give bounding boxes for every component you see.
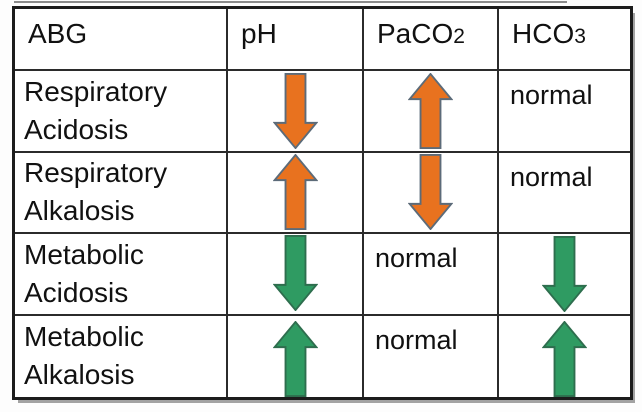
row-label-line1: Metabolic [24,321,144,353]
arrow-down-icon [408,154,453,231]
row-label-metabolic-alkalosis: Metabolic Alkalosis [15,315,228,397]
cell-metabolic-acidosis-hco3 [499,234,630,316]
header-hco3: HCO3 [499,9,630,71]
arrow-down-icon [272,72,318,149]
row-label-line1: Respiratory [24,157,168,189]
cell-metabolic-alkalosis-paco2: normal [364,315,499,397]
cell-metabolic-acidosis-paco2: normal [364,234,499,316]
header-abg: ABG [15,9,228,71]
image-crop-artifact-line [14,1,567,3]
cell-metabolic-acidosis-ph [228,234,364,316]
row-label-respiratory-alkalosis: Respiratory Alkalosis [15,152,228,234]
header-paco2-label: PaCO [377,18,454,49]
cell-metabolic-alkalosis-hco3 [499,316,630,397]
header-hco3-label: HCO [512,18,575,49]
arrow-up-icon [272,321,318,397]
header-ph-label: pH [241,18,277,49]
arrow-down-icon [542,235,587,312]
row-label-metabolic-acidosis: Metabolic Acidosis [15,234,228,316]
cell-respiratory-alkalosis-hco3: normal [499,153,630,234]
cell-respiratory-acidosis-paco2 [364,71,499,153]
row-label-line2: Alkalosis [24,359,135,391]
cell-metabolic-alkalosis-ph [228,315,364,397]
header-abg-label: ABG [28,18,88,49]
cell-respiratory-acidosis-ph [228,71,364,153]
header-paco2: PaCO2 [364,9,499,71]
arrow-up-icon [542,321,587,397]
normal-label: normal [510,161,593,192]
row-label-line2: Acidosis [24,113,129,145]
cell-respiratory-acidosis-hco3: normal [499,71,630,153]
normal-label: normal [375,243,458,273]
header-paco2-sub: 2 [453,25,465,48]
row-label-line1: Respiratory [24,75,168,107]
arrow-up-icon [408,72,453,149]
row-label-line2: Alkalosis [24,195,135,227]
abg-interpretation-table: ABG pH PaCO2 HCO3 Respiratory Acidosis n… [12,6,633,400]
arrow-down-icon [272,235,318,311]
table-grid: ABG pH PaCO2 HCO3 Respiratory Acidosis n… [15,9,630,397]
cell-respiratory-alkalosis-paco2 [364,152,499,234]
arrow-up-icon [272,154,318,231]
normal-label: normal [510,80,593,110]
normal-label: normal [375,324,458,355]
row-label-line2: Acidosis [24,276,129,308]
header-ph: pH [228,9,364,71]
header-hco3-sub: 3 [574,25,586,48]
row-label-line1: Metabolic [24,238,144,270]
row-label-respiratory-acidosis: Respiratory Acidosis [15,71,228,153]
cell-respiratory-alkalosis-ph [228,152,364,234]
